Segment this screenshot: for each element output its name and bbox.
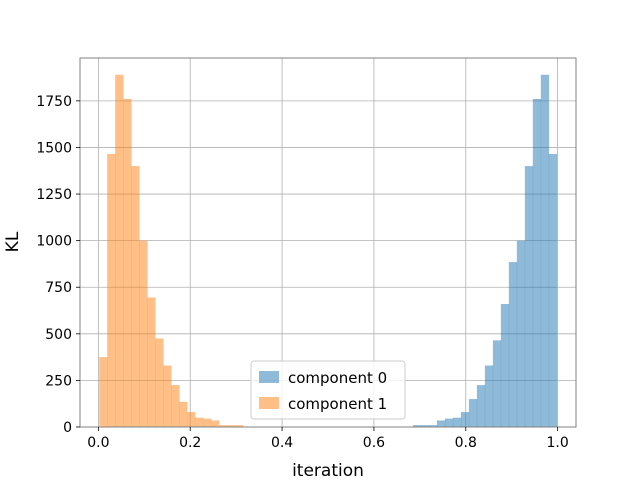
y-tick-label: 500 <box>45 327 72 343</box>
bar-series-0 <box>524 166 534 427</box>
y-tick-label: 0 <box>63 420 72 436</box>
bar-series-1 <box>139 240 148 427</box>
histogram-bars <box>99 74 558 427</box>
x-tick-label: 0.0 <box>87 435 109 451</box>
bar-series-0 <box>468 399 478 427</box>
tick-labels: 0.0 0.2 0.4 0.6 0.8 1.0 0 250 500 750 1000 1250 1500… <box>36 94 568 451</box>
bar-series-0 <box>444 418 454 427</box>
bar-series-0 <box>540 74 550 427</box>
bar-series-1 <box>163 365 172 427</box>
y-tick-label: 750 <box>45 280 72 296</box>
bar-series-1 <box>99 357 108 427</box>
y-tick-label: 250 <box>45 373 72 389</box>
bar-series-1 <box>227 425 236 427</box>
bar-series-1 <box>179 401 188 427</box>
legend-swatch <box>259 397 279 409</box>
bar-series-0 <box>436 420 446 427</box>
bar-series-0 <box>508 262 518 427</box>
bar-series-1 <box>187 412 196 427</box>
bar-series-0 <box>516 240 526 427</box>
bar-series-0 <box>420 425 430 427</box>
x-tick-label: 0.8 <box>455 435 477 451</box>
bar-series-0 <box>452 417 462 427</box>
bar-series-0 <box>412 425 422 427</box>
bar-series-1 <box>171 385 180 427</box>
x-tick-label: 0.2 <box>179 435 201 451</box>
bar-series-1 <box>195 417 204 427</box>
y-tick-label: 1250 <box>36 187 72 203</box>
bar-series-0 <box>484 365 494 427</box>
x-tick-label: 0.4 <box>271 435 293 451</box>
bar-series-0 <box>460 412 470 427</box>
bar-series-0 <box>548 153 558 427</box>
bar-series-1 <box>155 338 164 427</box>
bar-series-1 <box>211 420 220 427</box>
x-axis-label: iteration <box>292 461 364 480</box>
legend: component 0 component 1 <box>250 360 406 420</box>
x-tick-label: 1.0 <box>546 435 568 451</box>
y-axis-label: KL <box>3 231 23 252</box>
grid-lines <box>80 58 576 428</box>
bar-series-0 <box>428 425 438 427</box>
plot-frame <box>79 57 577 428</box>
legend-box <box>250 360 406 420</box>
bar-series-1 <box>203 418 212 427</box>
bar-series-1 <box>131 166 140 427</box>
bar-series-1 <box>147 297 156 427</box>
bar-series-0 <box>476 385 486 427</box>
y-tick-label: 1000 <box>36 234 72 250</box>
bar-series-1 <box>115 74 124 427</box>
x-tick-label: 0.6 <box>363 435 385 451</box>
bar-series-1 <box>235 425 244 427</box>
legend-label: component 1 <box>288 395 387 413</box>
y-tick-label: 1750 <box>36 94 72 110</box>
y-tick-label: 1500 <box>36 140 72 156</box>
bar-series-1 <box>219 425 228 427</box>
bar-series-1 <box>107 153 116 427</box>
legend-label: component 0 <box>288 369 387 387</box>
bar-series-0 <box>500 304 510 427</box>
bar-series-0 <box>532 99 542 427</box>
bar-series-1 <box>123 99 132 427</box>
axes <box>76 57 577 431</box>
bar-series-0 <box>492 340 502 427</box>
legend-swatch <box>259 371 279 383</box>
